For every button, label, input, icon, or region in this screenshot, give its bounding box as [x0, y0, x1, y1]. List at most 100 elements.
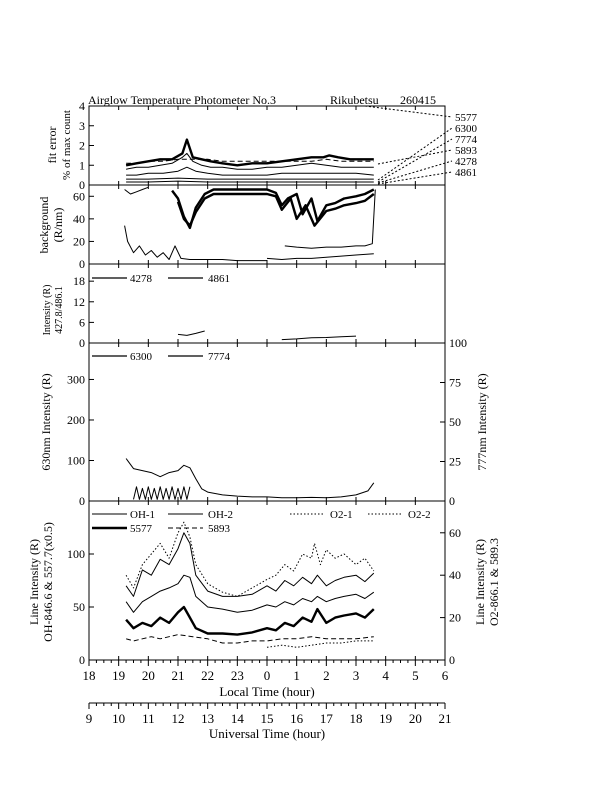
local-time-axis: 18 19 20 21 22 23 0 1 2 3 4 5 6 Local Time (hour)	[83, 659, 449, 699]
series-fit-error-5577	[126, 152, 374, 170]
legend-label-oh2: OH-2	[208, 509, 233, 521]
universal-time-axis: 9 10 11 12 13 14 15 16 17 18 19 20 21 Universal Time…	[86, 702, 452, 741]
universal-time-tick-label: 21	[439, 711, 452, 726]
legend-label-5577: 5577	[130, 523, 153, 535]
universal-time-tick-label: 18	[350, 711, 363, 726]
series-intensity-4278-4861-4861	[281, 335, 357, 341]
fit-error-ylabel-2: % of max count	[61, 110, 73, 180]
series-fit-error-5893	[126, 158, 374, 164]
background-ytick-label: 60	[73, 189, 85, 203]
fit-error-frame	[88, 105, 446, 186]
local-time-ticks: 18 19 20 21 22 23 0 1 2 3 4 5 6	[83, 660, 449, 683]
universal-time-tick-label: 9	[86, 711, 93, 726]
chart-title: Airglow Temperature Photometer No.3	[88, 93, 276, 107]
fit-error-ytick-label: 1	[79, 158, 85, 172]
intensity-6300-7774-right-ytick-label: 0	[449, 494, 455, 508]
intensity-4278-4861-ytick-label: 0	[79, 336, 85, 350]
local-time-tick-label: 2	[323, 668, 330, 683]
series-line-intensity-O2-1	[125, 521, 375, 597]
local-time-tick-label: 5	[412, 668, 419, 683]
line-intensity-ylabel-2: OH-846.6 & 557.7(x0.5)	[41, 522, 55, 642]
intensity-6300-7774-ytick-label: 100	[67, 453, 85, 467]
universal-time-tick-label: 20	[409, 711, 422, 726]
local-time-tick-label: 21	[172, 668, 185, 683]
legend-label-oh1: OH-1	[130, 509, 155, 521]
background-frame	[88, 184, 446, 265]
background-ytick-label: 40	[73, 212, 85, 226]
data-series	[124, 138, 376, 648]
intensity-4278-ylabel-2: 427.8/486.1	[54, 286, 65, 334]
universal-time-tick-label: 10	[112, 711, 125, 726]
intensity-6300-7774-right-ytick-label: 50	[449, 415, 461, 429]
series-background-bg-5	[266, 253, 374, 260]
series-line-intensity-O2-2	[266, 640, 374, 648]
series-fit-error-4278	[126, 177, 374, 180]
line-intensity-right-ytick-label: 60	[449, 526, 461, 540]
series-intensity-6300-7774-7774	[133, 486, 191, 500]
series-intensity-6300-7774-6300	[125, 458, 375, 499]
fit-error-legend: 5577 6300 7774 5893 4278 4861	[364, 105, 478, 185]
intensity-6300-7774-right-ytick-label: 25	[449, 455, 461, 469]
local-time-tick-label: 22	[201, 668, 214, 683]
local-time-tick-label: 18	[83, 668, 96, 683]
universal-time-tick-label: 14	[231, 711, 245, 726]
intensity-6300-7774-right-ytick-label: 75	[449, 376, 461, 390]
legend-pointer-5577	[364, 105, 453, 118]
legend-pointer-5893	[377, 149, 453, 165]
series-fit-error-4861	[126, 180, 374, 183]
intensity-6300-ylabel: 630nm Intensity (R)	[39, 373, 53, 470]
local-time-label: Local Time (hour)	[219, 684, 314, 699]
line-intensity-right-ylabel-2: O2-866.1 & 589.3	[487, 538, 501, 626]
legend-pointer-6300	[377, 127, 453, 181]
local-time-tick-label: 20	[142, 668, 155, 683]
background-ylabel-1: background	[37, 197, 51, 254]
intensity-4278-4861-ytick-label: 18	[73, 274, 85, 288]
legend-pointer-4278	[377, 160, 453, 184]
legend-5893: 5893	[455, 145, 478, 157]
legend-label-5893: 5893	[208, 523, 231, 535]
y-axis-titles: fit error % of max count background (R/n…	[27, 110, 501, 642]
series-background-bg-4	[284, 189, 376, 249]
legend-label-o21: O2-1	[330, 509, 353, 521]
intensity-7774-ylabel: 777nm Intensity (R)	[475, 373, 489, 470]
fit-error-ytick-label: 2	[79, 139, 85, 153]
intensity-4278-legend: 4278 4861	[92, 273, 230, 285]
axis-ticks: 0123402040600612180100200300025507510005…	[67, 99, 467, 667]
universal-time-tick-label: 17	[320, 711, 334, 726]
background-ylabel-2: (R/nm)	[51, 208, 65, 243]
station-name: Rikubetsu	[330, 93, 379, 107]
line-intensity-right-ylabel-1: Line Intensity (R)	[473, 539, 487, 625]
universal-time-label: Universal Time (hour)	[209, 726, 325, 741]
intensity-4278-4861-ytick-label: 6	[79, 315, 85, 329]
intensity-6300-7774-right-ytick-label: 100	[449, 336, 467, 350]
line-intensity-right-ytick-label: 40	[449, 568, 461, 582]
legend-label-7774: 7774	[208, 351, 231, 363]
series-fit-error-7774	[126, 166, 374, 176]
date-code: 260415	[400, 93, 436, 107]
legend-label-o22: O2-2	[408, 509, 431, 521]
legend-6300: 6300	[455, 123, 478, 135]
intensity-6300-legend: 6300 7774	[92, 351, 231, 363]
line-intensity-right-ytick-label: 20	[449, 611, 461, 625]
series-line-intensity-OH-2	[125, 574, 375, 613]
universal-time-tick-label: 19	[379, 711, 392, 726]
series-background-bg-1	[171, 188, 375, 230]
line-intensity-ytick-label: 100	[67, 547, 85, 561]
series-background-bg-2	[176, 192, 375, 227]
background-ytick-label: 20	[73, 234, 85, 248]
legend-label-6300: 6300	[130, 351, 153, 363]
local-time-tick-label: 1	[293, 668, 300, 683]
series-fit-error-6300	[125, 138, 374, 167]
local-time-tick-label: 4	[382, 668, 389, 683]
line-intensity-legend: OH-1 OH-2 O2-1 O2-2 5577 5893	[92, 509, 431, 535]
intensity-6300-7774-ytick-label: 0	[79, 494, 85, 508]
line-intensity-right-ytick-label: 0	[449, 653, 455, 667]
universal-time-tick-label: 15	[261, 711, 274, 726]
fit-error-ytick-label: 3	[79, 119, 85, 133]
universal-time-tick-label: 13	[201, 711, 214, 726]
legend-label-4861: 4861	[208, 273, 230, 285]
fit-error-ylabel-1: fit error	[45, 127, 59, 164]
intensity-6300-frame	[88, 342, 446, 502]
legend-4278: 4278	[455, 156, 478, 168]
